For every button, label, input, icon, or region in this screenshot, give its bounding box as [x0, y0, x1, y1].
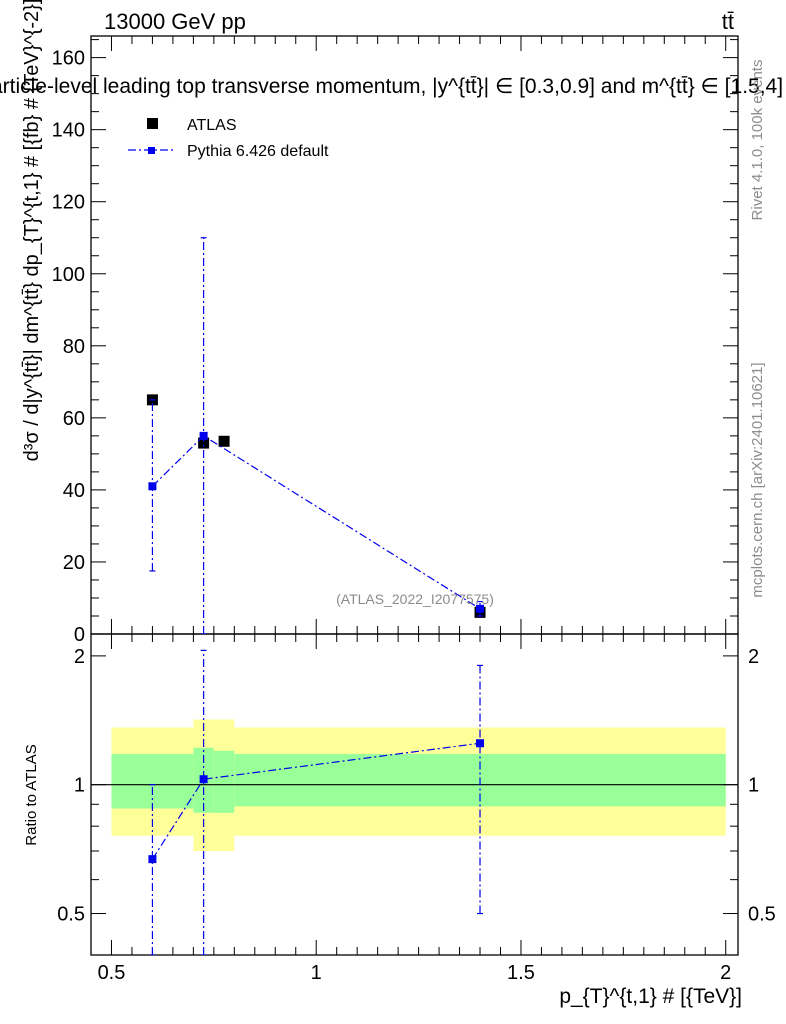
ratio-band-inner-0 [111, 753, 194, 809]
pythia-main-point-1 [199, 431, 208, 440]
ratio-y-axis-label: Ratio to ATLAS [23, 744, 40, 845]
ratio-y-tick-label-left: 0.5 [57, 904, 85, 926]
main-y-tick-label: 100 [52, 264, 85, 286]
pythia-main-point-0 [148, 482, 157, 491]
chart-title: Particle-level leading top transverse mo… [0, 75, 783, 98]
x-tick-label: 2 [720, 962, 731, 984]
legend-marker-pythia [148, 147, 155, 154]
atlas-point-1 [198, 437, 210, 449]
main-y-tick-label: 140 [52, 120, 85, 142]
main-y-axis-label: d³σ / d|y^{tt̄}| dm^{tt̄} dp_{T}^{t,1} #… [21, 0, 43, 461]
ratio-band-inner-2 [213, 750, 235, 813]
process-label: tt̄ [722, 9, 734, 34]
ratio-y-tick-label-right: 0.5 [748, 904, 776, 926]
main-y-tick-label: 20 [63, 552, 85, 574]
pythia-main-point-2 [476, 604, 485, 613]
x-tick-label: 0.5 [98, 962, 126, 984]
ratio-y-tick-label-right: 1 [748, 775, 759, 797]
x-tick-label: 1.5 [507, 962, 535, 984]
legend: ATLAS Pythia 6.426 default [128, 117, 329, 160]
main-y-tick-label: 120 [52, 192, 85, 214]
energy-label: 13000 GeV pp [104, 9, 246, 34]
atlas-point-2 [218, 435, 230, 447]
main-y-tick-label: 0 [74, 624, 85, 646]
ratio-panel-frame [90, 633, 739, 956]
pythia-ratio-point-1 [199, 775, 208, 784]
axis-ticks [90, 36, 738, 956]
pythia-ratio-point-2 [476, 739, 485, 748]
main-y-tick-label: 60 [63, 408, 85, 430]
legend-label-atlas: ATLAS [187, 117, 237, 134]
pythia-ratio-point-0 [148, 855, 157, 864]
legend-label-pythia: Pythia 6.426 default [187, 143, 329, 160]
rivet-label: Rivet 4.1.0, 100k events [749, 60, 766, 221]
x-axis-label: p_{T}^{t,1} # [{TeV}] [559, 985, 742, 1008]
main-y-tick-label: 80 [63, 336, 85, 358]
mcplots-label: mcplots.cern.ch [arXiv:2401.10621] [749, 362, 766, 597]
main-y-tick-label: 160 [52, 48, 85, 70]
pythia-ratio-group [148, 649, 485, 955]
data-series [146, 237, 486, 955]
pythia-main-group [148, 237, 485, 634]
ratio-y-tick-label-left: 1 [74, 775, 85, 797]
plot-frames [90, 35, 739, 956]
pythia-main-line [152, 435, 481, 610]
main-y-tick-label: 40 [63, 480, 85, 502]
ratio-y-tick-label-right: 2 [748, 646, 759, 668]
x-tick-label: 1 [311, 962, 322, 984]
analysis-watermark: (ATLAS_2022_I2077575) [336, 591, 494, 607]
ratio-y-tick-label-left: 2 [74, 646, 85, 668]
legend-marker-atlas [147, 118, 158, 129]
